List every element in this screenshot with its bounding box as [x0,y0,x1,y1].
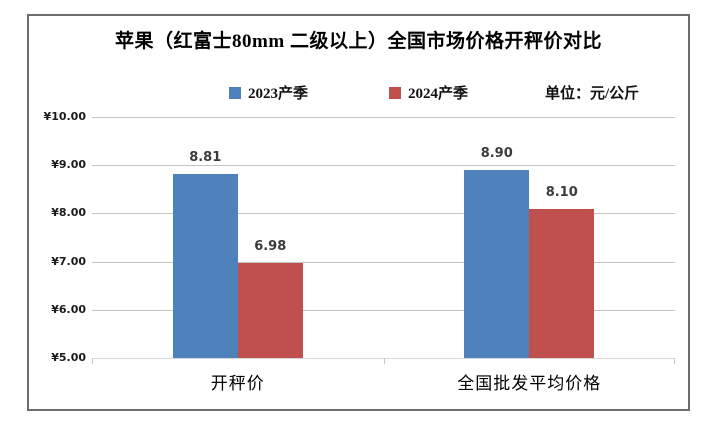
legend-label: 2024产季 [408,86,469,102]
bar-2024产季-开秤价 [237,262,303,358]
unit-label: 单位：元/公斤 [545,86,640,102]
gridline [92,165,675,167]
y-axis-label: ¥10.00 [43,110,86,123]
bar-2023产季-开秤价 [172,174,238,358]
bar-2023产季-全国批发平均价格 [464,170,530,358]
x-axis-tick [92,358,93,364]
gridline [92,213,675,215]
chart-title: 苹果（红富士80mm 二级以上）全国市场价格开秤价对比 [115,31,602,52]
x-axis-tick [383,358,385,364]
y-axis-label: ¥8.00 [51,206,86,220]
bar-2024产季-全国批发平均价格 [529,208,595,358]
x-axis-tick [674,358,675,364]
y-axis-label: ¥5.00 [51,351,86,364]
legend-label: 2023产季 [248,86,309,102]
legend-swatch-icon [229,86,241,99]
gridline [92,117,675,118]
y-axis-label: ¥6.00 [51,302,86,316]
category-label: 开秤价 [210,374,265,393]
legend-item: 2024产季 [389,82,468,103]
bar-value-label: 6.98 [254,238,287,254]
bar-value-label: 8.90 [480,146,513,162]
y-axis-label: ¥7.00 [51,254,86,268]
bar-value-label: 8.10 [545,184,578,200]
category-label: 全国批发平均价格 [457,374,602,393]
bar-value-label: 8.81 [189,150,222,166]
plot-area: ¥10.00 ¥9.00 ¥8.00 ¥7.00 ¥6.00 ¥5.00 8.81 6.98 开… [44,110,675,393]
y-axis-label: ¥9.00 [51,158,86,172]
chart-frame: 苹果（红富士80mm 二级以上）全国市场价格开秤价对比 2023产季 2024产季… [27,14,690,411]
legend-item: 2023产季 [229,82,308,103]
gridline [92,309,675,311]
legend-swatch-icon [389,86,401,99]
gridline [92,261,675,263]
